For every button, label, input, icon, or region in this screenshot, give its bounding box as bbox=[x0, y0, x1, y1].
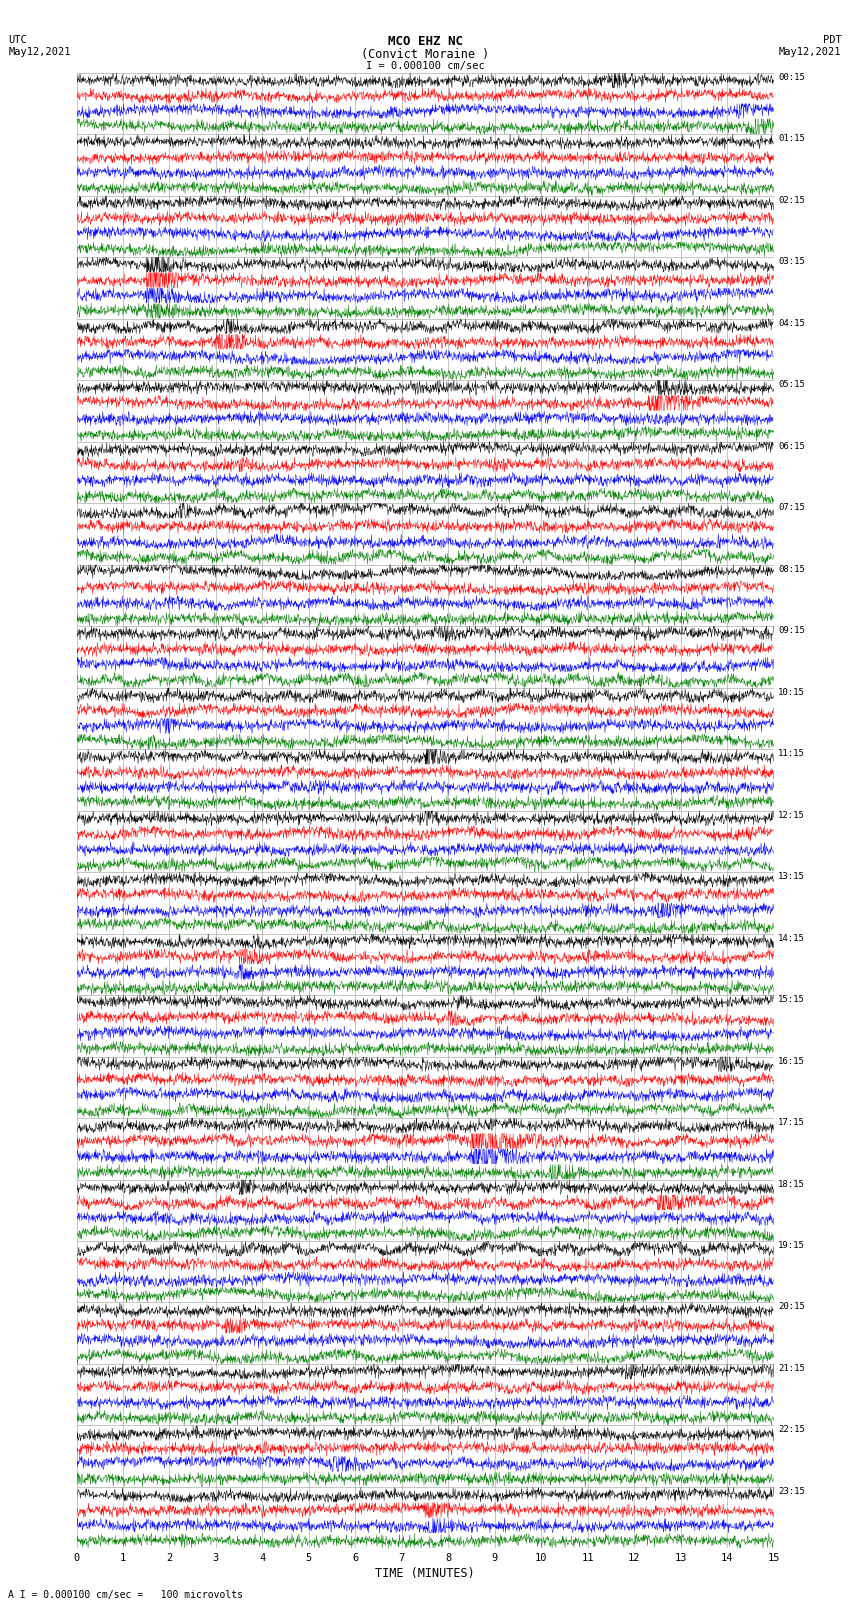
Text: 0: 0 bbox=[73, 1553, 80, 1563]
Text: 23:15: 23:15 bbox=[778, 1487, 805, 1495]
Text: 15: 15 bbox=[768, 1553, 779, 1563]
Text: 2: 2 bbox=[167, 1553, 173, 1563]
Text: UTC
May12,2021: UTC May12,2021 bbox=[8, 35, 71, 56]
Text: (Convict Moraine ): (Convict Moraine ) bbox=[361, 48, 489, 61]
Text: 1: 1 bbox=[120, 1553, 126, 1563]
Text: 10:15: 10:15 bbox=[778, 687, 805, 697]
Text: 00:15: 00:15 bbox=[778, 73, 805, 82]
Text: 18:15: 18:15 bbox=[778, 1179, 805, 1189]
Text: 9: 9 bbox=[491, 1553, 498, 1563]
Text: 03:15: 03:15 bbox=[778, 256, 805, 266]
Text: 6: 6 bbox=[352, 1553, 359, 1563]
Text: I = 0.000100 cm/sec: I = 0.000100 cm/sec bbox=[366, 61, 484, 71]
Text: 14:15: 14:15 bbox=[778, 934, 805, 942]
Text: 11: 11 bbox=[581, 1553, 594, 1563]
Text: 07:15: 07:15 bbox=[778, 503, 805, 511]
Text: 4: 4 bbox=[259, 1553, 265, 1563]
Text: 02:15: 02:15 bbox=[778, 195, 805, 205]
Text: 22:15: 22:15 bbox=[778, 1426, 805, 1434]
Text: 04:15: 04:15 bbox=[778, 319, 805, 327]
Text: 06:15: 06:15 bbox=[778, 442, 805, 450]
Text: 14: 14 bbox=[721, 1553, 734, 1563]
Text: 3: 3 bbox=[212, 1553, 219, 1563]
Text: 15:15: 15:15 bbox=[778, 995, 805, 1003]
Text: 10: 10 bbox=[535, 1553, 547, 1563]
Text: 05:15: 05:15 bbox=[778, 381, 805, 389]
Text: 13:15: 13:15 bbox=[778, 873, 805, 881]
Text: 08:15: 08:15 bbox=[778, 565, 805, 574]
Text: 19:15: 19:15 bbox=[778, 1240, 805, 1250]
Text: 5: 5 bbox=[306, 1553, 312, 1563]
Text: 17:15: 17:15 bbox=[778, 1118, 805, 1127]
Text: PDT
May12,2021: PDT May12,2021 bbox=[779, 35, 842, 56]
Text: 12: 12 bbox=[628, 1553, 640, 1563]
Text: 20:15: 20:15 bbox=[778, 1303, 805, 1311]
Text: 09:15: 09:15 bbox=[778, 626, 805, 636]
Text: MCO EHZ NC: MCO EHZ NC bbox=[388, 35, 462, 48]
Text: 13: 13 bbox=[674, 1553, 687, 1563]
Text: 11:15: 11:15 bbox=[778, 748, 805, 758]
Text: 16:15: 16:15 bbox=[778, 1057, 805, 1066]
Text: 21:15: 21:15 bbox=[778, 1365, 805, 1373]
Text: 01:15: 01:15 bbox=[778, 134, 805, 144]
Text: TIME (MINUTES): TIME (MINUTES) bbox=[375, 1566, 475, 1579]
Text: 12:15: 12:15 bbox=[778, 811, 805, 819]
Text: 8: 8 bbox=[445, 1553, 451, 1563]
Text: 7: 7 bbox=[399, 1553, 405, 1563]
Text: A I = 0.000100 cm/sec =   100 microvolts: A I = 0.000100 cm/sec = 100 microvolts bbox=[8, 1590, 243, 1600]
